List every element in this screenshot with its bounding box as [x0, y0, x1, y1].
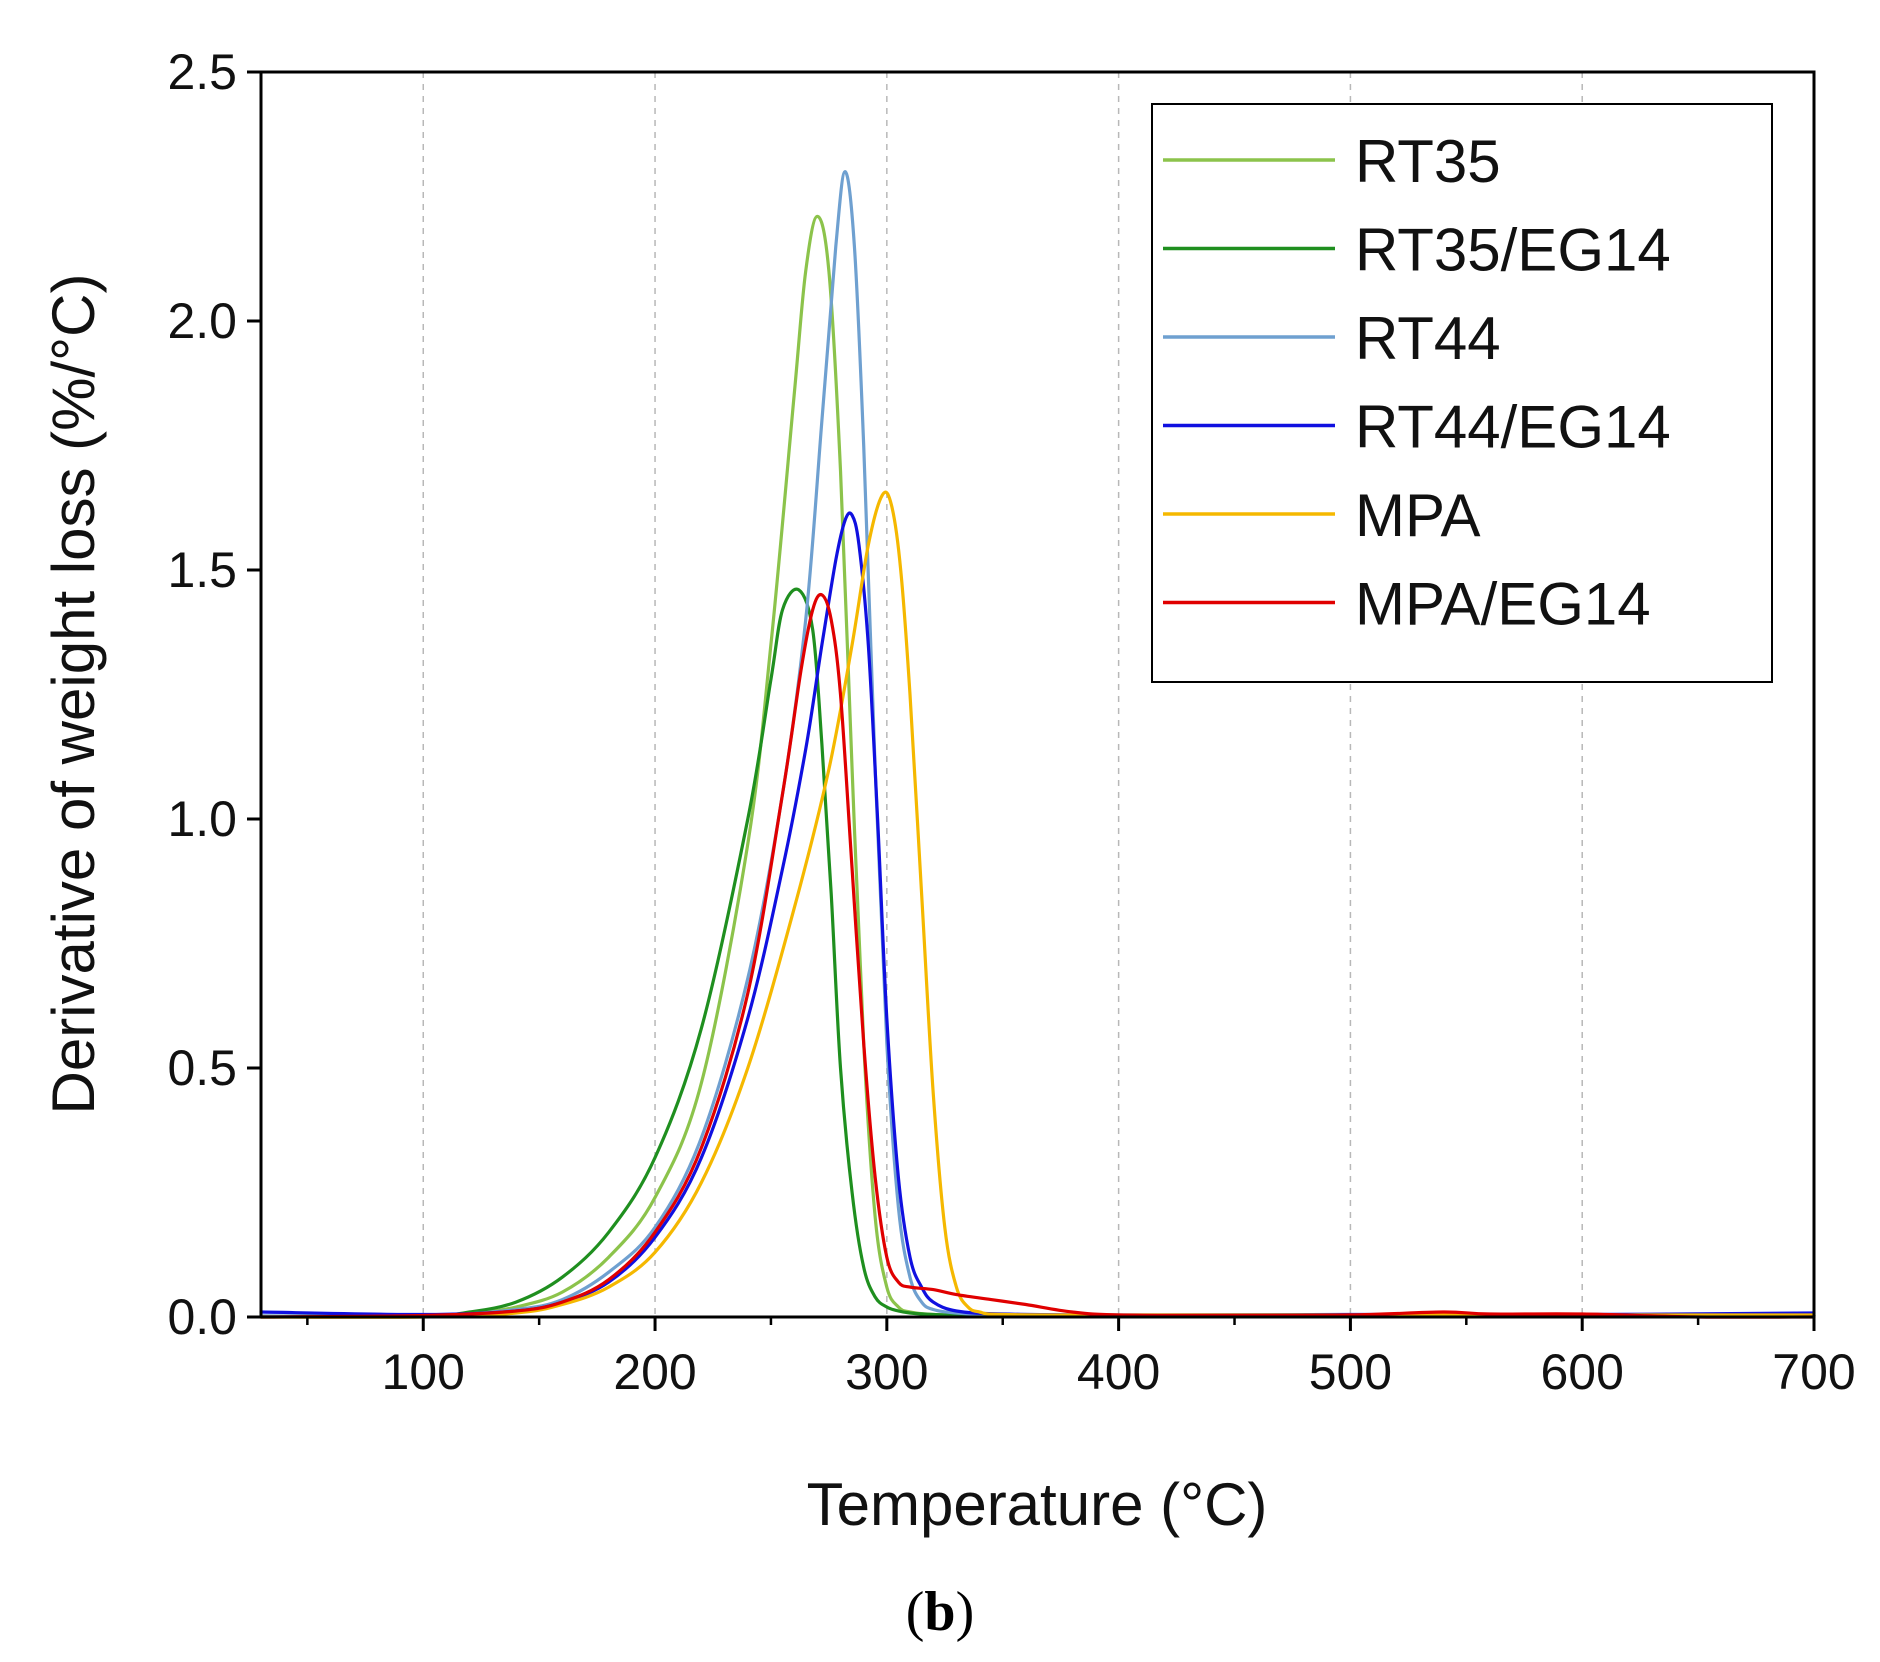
x-tick-label: 300: [845, 1344, 928, 1400]
y-tick-label: 1.0: [167, 791, 237, 847]
data-series: [259, 170, 1816, 1319]
x-tick-label: 100: [382, 1344, 465, 1400]
legend-label-rt35: RT35: [1355, 128, 1501, 195]
y-tick-label: 1.5: [167, 542, 237, 598]
legend-label-mpa: MPA: [1355, 482, 1481, 549]
x-tick-label: 500: [1309, 1344, 1392, 1400]
axis-ticks: 100 200 300 400 500 600 700 0.0 0.5 1.0 1.5 2.0 2.5: [167, 44, 1855, 1400]
legend-label-rt44-eg14: RT44/EG14: [1355, 394, 1671, 461]
y-tick-label: 0.0: [167, 1289, 237, 1345]
y-tick-label: 2.5: [167, 44, 237, 100]
x-tick-label: 700: [1772, 1344, 1855, 1400]
legend-label-rt35-eg14: RT35/EG14: [1355, 217, 1671, 284]
legend-label-mpa-eg14: MPA/EG14: [1355, 571, 1651, 638]
series-line-mpa-eg14: [259, 592, 1816, 1319]
series-line-rt35-eg14: [259, 587, 1816, 1319]
panel-label: (b): [906, 1581, 974, 1643]
y-axis-title: Derivative of weight loss (%/°C): [40, 274, 107, 1115]
y-tick-label: 0.5: [167, 1040, 237, 1096]
x-tick-label: 400: [1077, 1344, 1160, 1400]
x-tick-label: 200: [613, 1344, 696, 1400]
plot-frame: [259, 70, 1816, 1319]
y-tick-label: 2.0: [167, 293, 237, 349]
legend-box: [1151, 103, 1773, 683]
x-axis-title: Temperature (°C): [807, 1471, 1268, 1538]
legend-label-rt44: RT44: [1355, 305, 1501, 372]
legend: RT35 RT35/EG14 RT44 RT44/EG14 MPA MPA/EG14: [1151, 103, 1773, 683]
x-tick-label: 600: [1540, 1344, 1623, 1400]
